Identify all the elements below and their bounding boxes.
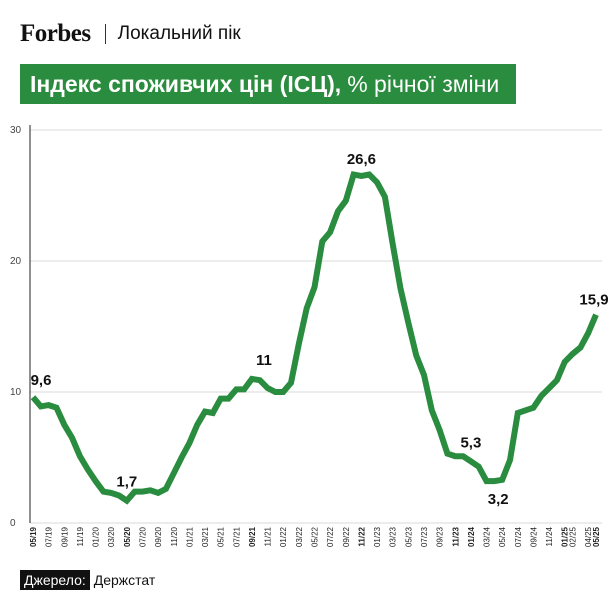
x-tick-label: 11/21 bbox=[264, 526, 273, 546]
x-tick-label: 05/24 bbox=[498, 526, 507, 547]
x-tick-label: 03/20 bbox=[107, 526, 116, 547]
source-value: Держстат bbox=[93, 572, 156, 588]
data-label: 3,2 bbox=[488, 491, 509, 508]
x-tick-label: 07/22 bbox=[326, 526, 335, 547]
x-tick-label: 09/23 bbox=[436, 526, 445, 547]
x-tick-label: 09/22 bbox=[342, 526, 351, 547]
x-tick-label: 11/22 bbox=[357, 526, 366, 546]
y-tick-label: 30 bbox=[10, 125, 22, 136]
data-label: 9,6 bbox=[31, 372, 52, 389]
x-tick-label: 05/25 bbox=[592, 526, 601, 547]
x-tick-label: 09/21 bbox=[248, 526, 257, 547]
x-tick-label: 01/20 bbox=[92, 526, 101, 547]
brand-header: Forbes Локальний пік bbox=[20, 14, 241, 54]
x-tick-label: 01/21 bbox=[185, 526, 194, 547]
x-tick-label: 09/19 bbox=[60, 526, 69, 547]
y-tick-label: 0 bbox=[10, 518, 16, 529]
x-tick-label: 11/19 bbox=[76, 526, 85, 546]
section-title: Локальний пік bbox=[117, 23, 241, 44]
x-tick-label: 01/24 bbox=[467, 526, 476, 547]
y-tick-label: 10 bbox=[10, 387, 22, 398]
x-tick-label: 04/25 bbox=[584, 526, 593, 547]
x-tick-label: 07/24 bbox=[514, 526, 523, 547]
cpi-series-line bbox=[30, 171, 599, 505]
source-note: Джерело: Держстат bbox=[20, 570, 155, 590]
x-tick-label: 01/25 bbox=[561, 526, 570, 547]
x-tick-label: 11/24 bbox=[545, 526, 554, 546]
source-label: Джерело: bbox=[20, 570, 90, 590]
x-tick-label: 05/20 bbox=[123, 526, 132, 547]
x-tick-label: 03/21 bbox=[201, 526, 210, 547]
x-tick-label: 01/23 bbox=[373, 526, 382, 547]
data-label: 5,3 bbox=[460, 434, 481, 451]
x-tick-label: 02/25 bbox=[569, 526, 578, 547]
x-tick-label: 03/22 bbox=[295, 526, 304, 547]
header-divider bbox=[104, 24, 106, 44]
forbes-logo: Forbes bbox=[20, 20, 91, 47]
x-tick-label: 05/22 bbox=[311, 526, 320, 547]
y-tick-label: 20 bbox=[10, 256, 22, 267]
chart-subtitle: % річної зміни bbox=[347, 70, 500, 97]
x-tick-label: 03/23 bbox=[389, 526, 398, 547]
x-tick-label: 05/21 bbox=[217, 526, 226, 547]
x-tick-label: 11/23 bbox=[451, 526, 460, 546]
x-tick-label: 07/20 bbox=[138, 526, 147, 547]
x-tick-label: 09/20 bbox=[154, 526, 163, 547]
cpi-line-chart: 0 10 20 30 05/19 07/19 09/19 11/19 01/20 03/20 05/… bbox=[10, 125, 609, 547]
x-tick-label: 03/24 bbox=[483, 526, 492, 547]
data-label: 1,7 bbox=[116, 474, 137, 491]
chart-title: Індекс споживчих цін (ІСЦ), bbox=[30, 70, 342, 97]
x-tick-label: 09/24 bbox=[529, 526, 538, 547]
chart-title-bar: Індекс споживчих цін (ІСЦ), % річної змі… bbox=[20, 64, 516, 104]
data-label: 15,9 bbox=[579, 292, 608, 309]
data-label: 11 bbox=[256, 352, 272, 369]
data-label: 26,6 bbox=[347, 151, 376, 168]
x-tick-label: 07/19 bbox=[45, 526, 54, 547]
x-tick-label: 01/22 bbox=[279, 526, 288, 547]
x-tick-label: 07/21 bbox=[232, 526, 241, 547]
x-tick-label: 11/20 bbox=[170, 526, 179, 546]
x-tick-label: 05/19 bbox=[29, 526, 38, 547]
x-tick-label: 07/23 bbox=[420, 526, 429, 547]
x-tick-label: 05/23 bbox=[404, 526, 413, 547]
